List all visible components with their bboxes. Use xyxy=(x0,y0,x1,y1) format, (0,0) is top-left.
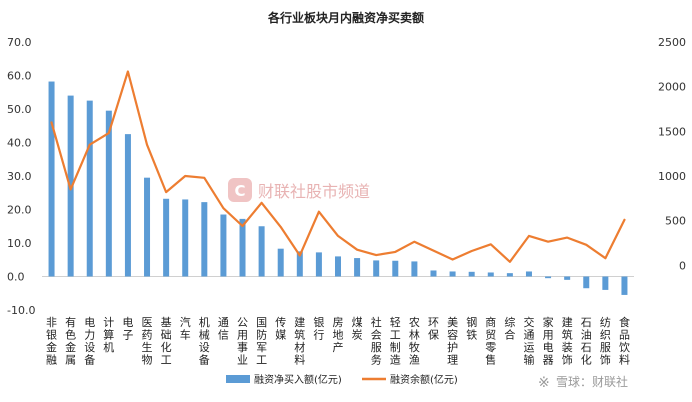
legend-label-balance: 融资余额(亿元) xyxy=(390,373,458,386)
x-tick-label: 家用电器 xyxy=(543,315,554,367)
y-right-tick-label: 500 xyxy=(665,215,686,228)
bar xyxy=(296,251,303,277)
x-tick-label: 国防军工 xyxy=(256,316,267,367)
legend: 融资净买入额(亿元) 融资余额(亿元) xyxy=(226,373,458,386)
x-tick-label: 建筑材料 xyxy=(294,315,305,367)
bar xyxy=(163,198,170,277)
plot-area: -10.0 0.0 10.0 20.0 30.0 40.0 50.0 60.0 70.0 0 500… xyxy=(7,36,686,367)
bar xyxy=(354,258,361,277)
y-left-tick-label: 0.0 xyxy=(7,271,25,284)
chart-title: 各行业板块月内融资净买卖额 xyxy=(267,10,424,25)
x-tick-label: 煤炭 xyxy=(352,316,363,342)
bar xyxy=(506,273,513,277)
bar xyxy=(411,261,418,277)
y-right-tick-label: 1500 xyxy=(658,125,686,138)
bar xyxy=(277,248,284,277)
x-tick-label: 电子 xyxy=(122,316,133,342)
y-right-tick-label: 2000 xyxy=(658,81,686,94)
x-tick-label: 钢铁 xyxy=(466,316,477,342)
bar xyxy=(468,271,475,277)
x-tick-label: 房地产 xyxy=(333,316,344,354)
bar xyxy=(487,272,494,277)
x-tick-label: 公用事业 xyxy=(237,316,248,367)
bar xyxy=(239,218,246,277)
y-left-tick-label: 20.0 xyxy=(7,204,32,217)
bar xyxy=(392,260,399,277)
x-tick-label: 交通运输 xyxy=(524,315,535,367)
x-tick-label: 纺织服饰 xyxy=(600,315,611,367)
bar xyxy=(86,100,93,277)
x-tick-label: 通信 xyxy=(218,316,229,342)
y-left-tick-label: 70.0 xyxy=(7,36,32,49)
x-tick-label: 非银金融 xyxy=(46,316,57,367)
x-tick-label: 机械设备 xyxy=(199,315,210,367)
bar xyxy=(602,276,609,290)
bar xyxy=(335,256,341,277)
y-left-tick-label: 50.0 xyxy=(7,103,32,116)
watermark: C 财联社股市频道 xyxy=(228,178,370,202)
watermark-text: 财联社股市频道 xyxy=(258,182,370,201)
x-tick-label: 建筑装饰 xyxy=(562,315,573,367)
bar xyxy=(258,226,265,277)
bar xyxy=(220,214,227,277)
x-tick-label: 医药生物 xyxy=(142,316,153,367)
x-tick-label: 美容护理 xyxy=(447,316,458,367)
bar xyxy=(583,276,590,289)
source-mark-text: 雪球：财联社 xyxy=(556,374,628,389)
bar xyxy=(621,276,628,295)
bar xyxy=(105,110,112,277)
y-left-tick-label: 30.0 xyxy=(7,170,32,183)
x-tick-label: 农林牧渔 xyxy=(409,315,420,367)
x-tick-label: 有色金属 xyxy=(65,315,76,367)
bar xyxy=(430,270,437,277)
x-tick-label: 基础化工 xyxy=(161,316,172,367)
legend-swatch-bar xyxy=(226,375,250,383)
x-tick-label: 电力设备 xyxy=(84,316,95,367)
watermark-logo-letter: C xyxy=(234,182,245,200)
bar xyxy=(48,81,55,277)
y-left-tick-label: -10.0 xyxy=(7,304,35,317)
x-tick-label: 轻工制造 xyxy=(390,315,401,367)
x-tick-label: 计算机 xyxy=(103,316,114,354)
bar xyxy=(373,260,380,277)
series-line xyxy=(50,70,626,263)
bar xyxy=(315,252,322,277)
watermark-logo xyxy=(228,178,252,202)
legend-label-net-buy: 融资净买入额(亿元) xyxy=(254,373,342,386)
y-left-tick-label: 10.0 xyxy=(7,237,32,250)
bar xyxy=(144,177,151,277)
x-tick-label: 综合 xyxy=(504,315,515,342)
x-tick-label: 社会服务 xyxy=(371,315,382,367)
bar xyxy=(545,276,552,279)
x-tick-label: 传媒 xyxy=(275,316,286,342)
y-left-tick-label: 40.0 xyxy=(7,137,32,150)
bar xyxy=(182,199,189,277)
x-tick-label: 食品饮料 xyxy=(619,315,630,367)
y-right-tick-label: 2500 xyxy=(658,36,686,49)
bar xyxy=(124,134,131,277)
source-mark: ※ 雪球：财联社 xyxy=(538,374,628,391)
y-right-tick-label: 0 xyxy=(679,259,686,272)
bar xyxy=(525,271,532,277)
x-tick-label: 环保 xyxy=(428,316,439,342)
x-tick-label: 汽车 xyxy=(180,315,191,342)
snowball-icon: ※ xyxy=(538,375,550,391)
y-right-tick-label: 1000 xyxy=(658,170,686,183)
x-tick-label: 石油石化 xyxy=(581,316,592,367)
y-left-tick-label: 60.0 xyxy=(7,70,32,83)
x-tick-label: 商贸零售 xyxy=(485,315,496,367)
x-tick-label: 银行 xyxy=(313,315,324,342)
bar xyxy=(449,271,456,277)
bar xyxy=(564,276,571,280)
bar xyxy=(201,202,208,277)
